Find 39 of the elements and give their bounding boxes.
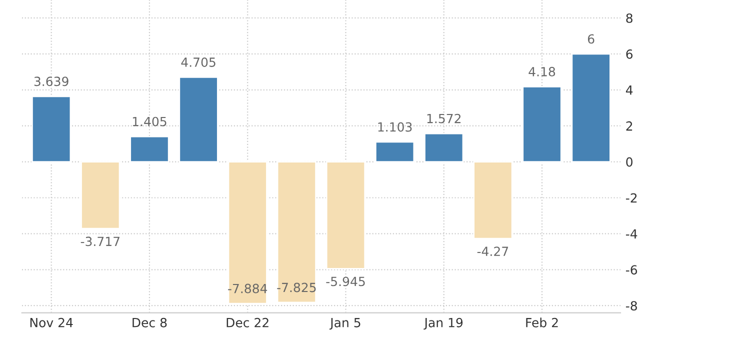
bar <box>571 53 611 162</box>
data-label: -7.884 <box>228 284 268 294</box>
y-tick-label: -8 <box>626 301 637 311</box>
bar <box>80 161 120 230</box>
bar <box>178 76 218 162</box>
bar <box>326 161 366 270</box>
y-tick-label: 4 <box>626 86 633 95</box>
data-label: 1.572 <box>427 114 461 124</box>
x-tick-label: Jan 19 <box>424 318 463 330</box>
bar <box>228 161 268 304</box>
y-tick-label: 8 <box>626 13 632 23</box>
bar <box>276 161 316 304</box>
data-label: 4.18 <box>528 66 556 76</box>
y-tick-label: 2 <box>626 121 632 131</box>
y-tick-label: -4 <box>626 229 638 238</box>
data-label: 1.103 <box>378 122 412 132</box>
bar <box>522 86 562 162</box>
bar <box>32 96 72 162</box>
data-label: -7.825 <box>277 282 316 292</box>
y-tick-label: 0 <box>626 157 632 167</box>
x-tick-label: Nov 24 <box>30 318 73 328</box>
x-tick-label: Dec 22 <box>226 318 268 328</box>
data-label: 3.639 <box>34 76 68 86</box>
bar <box>473 161 513 240</box>
x-tick-label: Jan 5 <box>329 318 360 330</box>
x-tick-label: Feb 2 <box>526 318 558 328</box>
data-label: -5.945 <box>326 276 365 286</box>
y-tick-label: -6 <box>626 265 638 275</box>
data-label: -3.717 <box>80 236 120 246</box>
bar <box>374 141 415 162</box>
bar <box>424 132 464 162</box>
data-label: -4.27 <box>477 246 508 256</box>
y-tick-label: 6 <box>626 49 633 59</box>
y-tick-label: -2 <box>626 193 637 202</box>
data-label: 6 <box>588 34 594 44</box>
data-label: 1.405 <box>132 116 166 126</box>
x-tick-label: Dec 8 <box>132 318 167 328</box>
data-label: 4.705 <box>181 57 216 67</box>
bar <box>130 136 170 162</box>
